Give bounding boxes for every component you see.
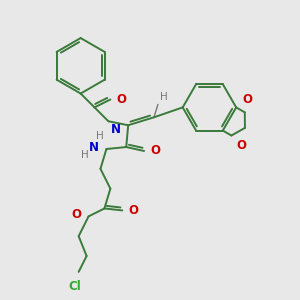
Text: N: N [111,123,122,136]
Text: H: H [81,150,88,160]
Text: O: O [116,93,126,106]
Text: H: H [160,92,168,102]
Text: Cl: Cl [68,280,81,293]
Text: N: N [88,140,98,154]
Text: O: O [243,93,253,106]
Text: O: O [150,145,160,158]
Text: O: O [72,208,82,221]
Text: O: O [128,204,138,217]
Text: O: O [236,140,246,152]
Text: H: H [96,131,104,141]
